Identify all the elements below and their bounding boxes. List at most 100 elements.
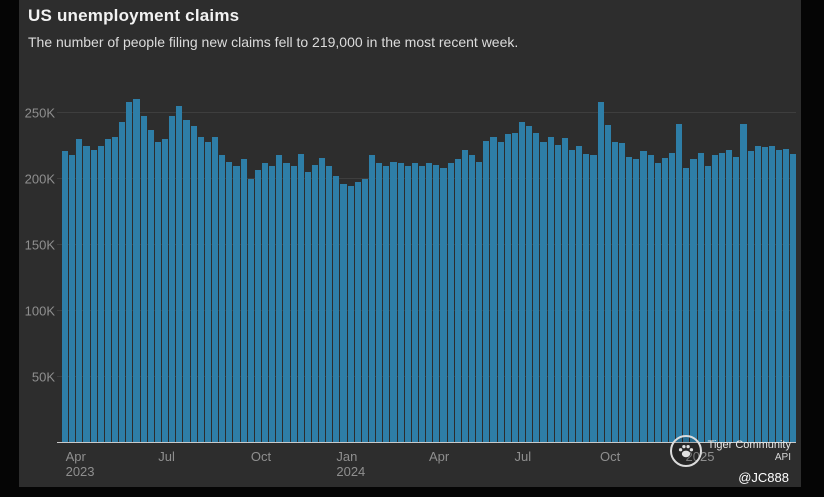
bar[interactable] [240,159,247,443]
bar[interactable] [690,159,697,443]
bar[interactable] [126,102,133,443]
bar[interactable] [790,153,797,443]
bar[interactable] [526,126,533,443]
bar[interactable] [461,150,469,443]
bar[interactable] [626,156,633,443]
bar[interactable] [754,146,761,443]
bar[interactable] [176,106,183,443]
bar[interactable] [211,136,219,443]
bar[interactable] [718,152,726,443]
bar[interactable] [190,126,197,443]
bar[interactable] [618,143,626,443]
bar[interactable] [533,132,540,443]
bar[interactable] [404,165,411,443]
bar[interactable] [647,155,654,443]
bar[interactable] [583,153,590,443]
bar[interactable] [440,168,447,443]
bar[interactable] [261,163,269,443]
bar[interactable] [697,152,704,443]
bar[interactable] [497,142,504,443]
bar[interactable] [611,142,618,443]
bar[interactable] [661,157,668,443]
bar[interactable] [361,179,369,443]
bar[interactable] [276,155,283,443]
bar[interactable] [590,155,597,443]
bar[interactable] [469,155,476,443]
bar[interactable] [62,151,69,443]
bar[interactable] [161,139,169,443]
bar[interactable] [776,150,783,443]
bar[interactable] [247,179,254,443]
bar[interactable] [483,140,490,443]
bar[interactable] [397,163,404,443]
bar[interactable] [326,165,333,443]
bar[interactable] [761,147,768,443]
bar[interactable] [269,165,276,443]
bar[interactable] [183,119,190,443]
bar[interactable] [783,148,790,443]
bar[interactable] [283,163,290,443]
bar[interactable] [340,184,347,443]
bar[interactable] [354,181,361,443]
bar[interactable] [76,139,83,443]
bar[interactable] [411,163,419,443]
bar[interactable] [704,165,711,443]
bar[interactable] [504,134,511,443]
bar[interactable] [447,163,454,443]
bar[interactable] [561,138,568,443]
bar[interactable] [676,123,683,443]
bar[interactable] [69,155,76,443]
bar[interactable] [233,165,240,443]
bar[interactable] [169,115,176,443]
bar[interactable] [476,161,483,443]
bar[interactable] [140,115,147,443]
bar[interactable] [576,146,583,443]
bar[interactable] [297,153,304,443]
bar[interactable] [111,136,119,443]
bar[interactable] [747,151,754,443]
bar[interactable] [654,163,661,443]
bar[interactable] [154,142,161,443]
bar[interactable] [740,123,747,443]
bar[interactable] [226,161,233,443]
bar[interactable] [597,102,604,443]
bar[interactable] [119,122,126,443]
bar[interactable] [733,156,740,443]
bar[interactable] [540,142,547,443]
bar[interactable] [568,150,576,443]
bar[interactable] [333,176,340,443]
bar[interactable] [604,124,611,443]
bar[interactable] [290,165,297,443]
bar[interactable] [433,164,440,443]
bar[interactable] [319,157,326,443]
bar[interactable] [369,155,376,443]
bar[interactable] [490,136,497,443]
bar[interactable] [768,146,776,443]
bar[interactable] [554,144,561,443]
bar[interactable] [683,168,690,443]
bar[interactable] [197,136,204,443]
bar[interactable] [304,172,311,443]
bar[interactable] [519,122,526,443]
bar[interactable] [133,98,140,443]
bar[interactable] [419,165,426,443]
bar[interactable] [390,161,397,443]
bar[interactable] [547,136,554,443]
bar[interactable] [640,151,647,443]
bar[interactable] [633,159,640,443]
bar[interactable] [311,164,319,443]
bar[interactable] [511,132,518,443]
bar[interactable] [426,163,433,443]
bar[interactable] [83,146,90,443]
bar[interactable] [668,152,676,443]
bar[interactable] [104,139,111,443]
bar[interactable] [147,130,154,443]
bar[interactable] [383,165,390,443]
bar[interactable] [347,185,354,443]
bar[interactable] [204,142,211,443]
bar[interactable] [97,146,104,443]
bar[interactable] [254,169,261,443]
bar[interactable] [726,150,733,443]
bar[interactable] [711,155,718,443]
bar[interactable] [376,163,383,443]
